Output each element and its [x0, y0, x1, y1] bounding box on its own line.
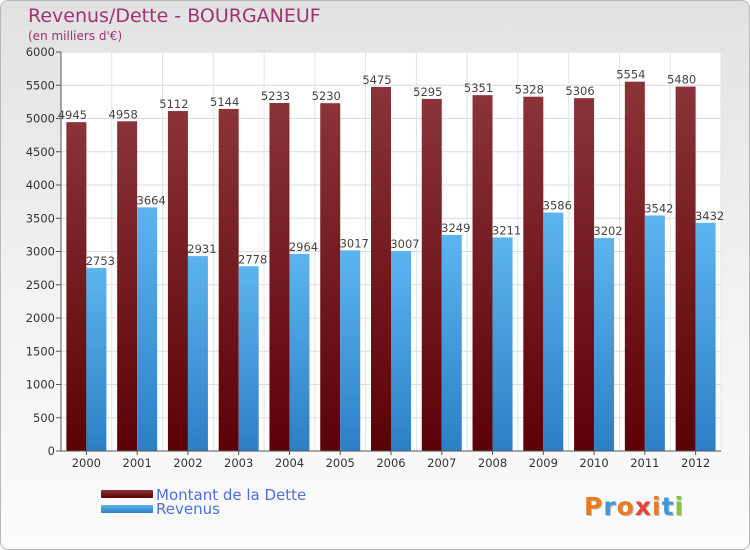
y-tick-label: 0 — [48, 444, 55, 458]
data-label-dette: 5480 — [667, 73, 696, 87]
data-label-revenus: 3664 — [137, 193, 166, 207]
x-tick-label: 2009 — [529, 456, 558, 470]
bar-dette — [624, 81, 645, 451]
data-label-dette: 5306 — [565, 84, 594, 98]
bar-dette — [675, 86, 696, 451]
data-label-revenus: 3202 — [593, 224, 622, 238]
bar-dette — [472, 95, 493, 451]
y-tick-label: 2000 — [26, 311, 55, 325]
y-tick-label: 4000 — [26, 178, 55, 192]
data-label-revenus: 3586 — [543, 199, 572, 213]
data-label-revenus: 2753 — [86, 254, 115, 268]
data-label-dette: 5144 — [210, 95, 239, 109]
x-tick-label: 2002 — [173, 456, 202, 470]
logo-letter: o — [616, 492, 635, 521]
x-tick-label: 2001 — [123, 456, 152, 470]
bar-revenus — [86, 267, 107, 451]
y-tick-label: 3500 — [26, 211, 55, 225]
bar-dette — [66, 122, 87, 451]
data-label-revenus: 2931 — [187, 242, 216, 256]
data-label-revenus: 3007 — [390, 237, 419, 251]
bar-revenus — [695, 222, 716, 451]
data-label-dette: 5295 — [413, 85, 442, 99]
data-label-revenus: 3017 — [340, 236, 369, 250]
bar-dette — [269, 103, 290, 452]
data-label-revenus: 3211 — [492, 223, 521, 237]
bar-dette — [421, 98, 442, 451]
bar-revenus — [289, 253, 310, 451]
bar-revenus — [441, 234, 462, 451]
bar-dette — [218, 108, 239, 451]
x-tick-label: 2004 — [275, 456, 304, 470]
x-tick-label: 2003 — [224, 456, 253, 470]
bar-dette — [574, 98, 595, 451]
y-tick-label: 1000 — [26, 378, 55, 392]
bar-revenus — [187, 256, 208, 451]
x-tick-label: 2012 — [681, 456, 710, 470]
data-label-dette: 5351 — [464, 81, 493, 95]
proxiti-logo: Proxiti — [584, 492, 684, 521]
y-tick-label: 4500 — [26, 145, 55, 159]
bar-revenus — [594, 238, 615, 451]
bar-revenus — [137, 207, 158, 451]
bar-revenus — [492, 237, 513, 451]
data-label-dette: 5475 — [362, 73, 391, 87]
data-label-dette: 5230 — [312, 89, 341, 103]
x-tick-label: 2006 — [376, 456, 405, 470]
x-tick-label: 2010 — [579, 456, 608, 470]
bar-revenus — [644, 215, 665, 451]
data-label-dette: 4958 — [109, 107, 138, 121]
y-tick-label: 5500 — [26, 78, 55, 92]
data-label-revenus: 3249 — [441, 221, 470, 235]
x-tick-label: 2011 — [630, 456, 659, 470]
bar-dette — [320, 103, 341, 451]
x-tick-label: 2007 — [427, 456, 456, 470]
bar-dette — [523, 96, 544, 452]
chart-subtitle: (en milliers d'€) — [28, 29, 123, 43]
legend-label-dette: Montant de la Dette — [156, 486, 307, 504]
legend-label-revenus: Revenus — [156, 500, 220, 518]
data-label-dette: 5112 — [159, 97, 188, 111]
bar-revenus — [340, 250, 361, 451]
data-label-revenus: 3432 — [695, 209, 724, 223]
logo-letter: x — [634, 492, 652, 521]
legend-swatch-dette — [101, 490, 153, 498]
data-label-dette: 5233 — [261, 89, 290, 103]
data-label-dette: 5554 — [616, 68, 645, 82]
data-label-revenus: 2778 — [238, 252, 267, 266]
chart-title: Revenus/Dette - BOURGANEUF — [28, 5, 321, 27]
y-tick-label: 1500 — [26, 344, 55, 358]
bar-dette — [371, 86, 391, 451]
y-tick-label: 3000 — [26, 245, 55, 259]
y-tick-label: 5000 — [26, 112, 55, 126]
bar-revenus — [391, 251, 411, 451]
y-tick-label: 500 — [33, 411, 55, 425]
data-label-revenus: 3542 — [644, 201, 673, 215]
logo-letter: P — [584, 492, 604, 521]
logo-letter: t — [661, 492, 675, 521]
bar-revenus — [543, 212, 564, 451]
bar-dette — [117, 121, 138, 451]
bar-revenus — [238, 266, 259, 451]
logo-letter: i — [652, 492, 662, 521]
bar-dette — [167, 111, 188, 451]
x-tick-label: 2008 — [478, 456, 507, 470]
legend-swatch-revenus — [101, 505, 153, 513]
logo-letter: i — [674, 492, 685, 521]
x-tick-label: 2000 — [72, 456, 101, 470]
data-label-dette: 4945 — [58, 108, 87, 122]
data-label-revenus: 2964 — [289, 240, 318, 254]
logo-letter: r — [603, 492, 617, 521]
x-tick-label: 2005 — [326, 456, 355, 470]
y-tick-label: 6000 — [26, 45, 55, 59]
data-label-dette: 5328 — [515, 83, 544, 97]
y-tick-label: 2500 — [26, 278, 55, 292]
